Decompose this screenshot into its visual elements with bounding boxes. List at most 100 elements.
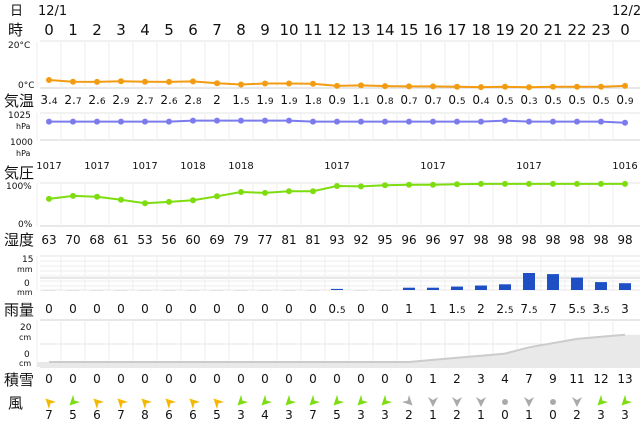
- hour-tick-label: 17: [447, 21, 466, 39]
- temperature-value-label: 2.8: [184, 93, 201, 107]
- precipitation-bar: [43, 290, 55, 291]
- precipitation-value-label: 0: [165, 302, 173, 316]
- humidity-value-label: 98: [569, 233, 584, 247]
- temperature-point: [598, 83, 604, 90]
- humidity-point: [598, 180, 604, 187]
- hour-tick-label: 14: [375, 21, 394, 39]
- humidity-point: [94, 193, 100, 200]
- precipitation-bar: [403, 287, 415, 290]
- precipitation-value-label: 1: [429, 302, 437, 316]
- precipitation-value-label: 1.5: [448, 302, 465, 316]
- temperature-value-label: 0.9: [616, 93, 633, 107]
- precipitation-value-label: 1: [405, 302, 413, 316]
- precipitation-bar: [619, 283, 631, 290]
- humidity-point: [406, 181, 412, 188]
- humidity-point: [502, 180, 508, 187]
- hour-tick-label: 13: [351, 21, 370, 39]
- precipitation-bar: [139, 290, 151, 291]
- snow-value-label: 1: [429, 372, 437, 386]
- pressure-point: [550, 118, 556, 125]
- pressure-value-label: 1017: [36, 161, 61, 172]
- temperature-value-label: 0.5: [496, 93, 513, 107]
- snow-value-label: 4: [501, 372, 509, 386]
- snow-label: 積雪: [4, 371, 34, 389]
- hour-tick-label: 8: [236, 21, 246, 39]
- temperature-point: [142, 78, 148, 85]
- humidity-point: [550, 180, 556, 187]
- humidity-point: [574, 180, 580, 187]
- temperature-value-label: 1.1: [352, 93, 369, 107]
- humidity-point: [262, 189, 268, 196]
- wind-speed-label: 1: [477, 408, 485, 422]
- wind-arrow-icon: [141, 398, 153, 410]
- hour-tick-label: 11: [303, 21, 322, 39]
- precipitation-bar: [427, 287, 439, 290]
- precipitation-value-label: 0: [213, 302, 221, 316]
- temperature-axis-bottom: 0°C: [18, 81, 35, 91]
- pressure-point: [526, 118, 532, 125]
- temperature-value-label: 0.7: [400, 93, 417, 107]
- wind-arrow-icon: [237, 394, 249, 406]
- precipitation-bar: [187, 290, 199, 291]
- precipitation-value-label: 0: [261, 302, 269, 316]
- temperature-point: [214, 80, 220, 87]
- hour-tick-label: 2: [92, 21, 102, 39]
- pressure-point: [478, 118, 484, 125]
- humidity-value-label: 81: [281, 233, 296, 247]
- pressure-point: [286, 117, 292, 124]
- snow-value-label: 0: [213, 372, 221, 386]
- humidity-value-label: 96: [401, 233, 416, 247]
- humidity-point: [142, 200, 148, 207]
- hour-tick-label: 0: [620, 21, 630, 39]
- hour-tick-label: 22: [567, 21, 586, 39]
- temperature-value-label: 2.6: [88, 93, 105, 107]
- humidity-point: [118, 196, 124, 203]
- snow-value-label: 0: [381, 372, 389, 386]
- temperature-value-label: 1.5: [232, 93, 249, 107]
- hour-tick-label: 19: [495, 21, 514, 39]
- precipitation-bar: [163, 290, 175, 291]
- humidity-value-label: 69: [209, 233, 224, 247]
- snow-value-label: 2: [453, 372, 461, 386]
- humidity-point: [358, 183, 364, 190]
- pressure-point: [382, 118, 388, 125]
- snow-value-label: 0: [309, 372, 317, 386]
- snow-value-label: 0: [357, 372, 365, 386]
- precipitation-axis-bottom: 0: [24, 279, 30, 289]
- humidity-point: [430, 181, 436, 188]
- temperature-value-label: 3.4: [40, 93, 57, 107]
- precipitation-value-label: 0: [309, 302, 317, 316]
- temperature-point: [430, 83, 436, 90]
- temperature-point: [238, 81, 244, 88]
- pressure-value-label: 1017: [132, 161, 157, 172]
- wind-speed-label: 7: [45, 408, 53, 422]
- wind-speed-label: 3: [285, 408, 293, 422]
- temperature-axis-top: 20°C: [8, 41, 30, 51]
- humidity-value-label: 79: [233, 233, 248, 247]
- pressure-axis-top-unit: hPa: [16, 122, 31, 131]
- precipitation-bar: [67, 290, 79, 291]
- temperature-value-label: 0.5: [544, 93, 561, 107]
- snow-line: [49, 333, 626, 363]
- wind-arrow-icon: [357, 394, 369, 406]
- temperature-point: [118, 78, 124, 85]
- humidity-point: [238, 189, 244, 195]
- pressure-point: [574, 118, 580, 125]
- precipitation-axis-top: 15: [22, 255, 33, 265]
- temperature-value-label: 0.4: [472, 93, 489, 107]
- temperature-point: [262, 80, 268, 87]
- precipitation-value-label: 2: [477, 302, 485, 316]
- temperature-value-label: 1.9: [280, 93, 297, 107]
- precipitation-value-label: 0: [285, 302, 293, 316]
- hour-tick-label: 5: [164, 21, 174, 39]
- wind-arrow-icon: [572, 397, 582, 407]
- humidity-value-label: 77: [257, 233, 272, 247]
- temperature-point: [550, 83, 556, 90]
- hour-tick-label: 10: [279, 21, 298, 39]
- wind-arrow-icon: [213, 398, 225, 410]
- humidity-point: [166, 198, 172, 205]
- wind-arrow-icon: [93, 398, 105, 410]
- precipitation-value-label: 0: [357, 302, 365, 316]
- wind-speed-label: 0: [501, 408, 509, 422]
